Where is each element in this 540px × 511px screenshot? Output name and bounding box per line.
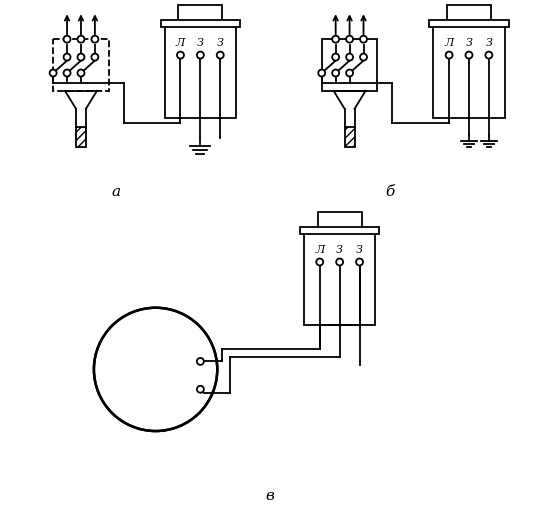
Circle shape bbox=[197, 386, 204, 393]
Circle shape bbox=[332, 36, 339, 42]
Circle shape bbox=[94, 308, 217, 431]
Bar bbox=[345, 127, 355, 147]
Text: в: в bbox=[266, 489, 274, 503]
Bar bbox=[53, 39, 109, 91]
Circle shape bbox=[356, 259, 363, 265]
Text: б: б bbox=[385, 185, 394, 199]
Bar bbox=[322, 39, 377, 91]
Text: З: З bbox=[465, 38, 472, 48]
Circle shape bbox=[346, 69, 353, 77]
Bar bbox=[304, 230, 375, 324]
Circle shape bbox=[197, 52, 204, 59]
Text: Л: Л bbox=[176, 38, 185, 48]
Text: Л: Л bbox=[444, 38, 454, 48]
Circle shape bbox=[91, 36, 98, 42]
Bar bbox=[300, 227, 380, 234]
Circle shape bbox=[360, 36, 367, 42]
Text: Л: Л bbox=[315, 245, 325, 255]
Text: З: З bbox=[197, 38, 204, 48]
Bar bbox=[318, 212, 361, 230]
Text: а: а bbox=[111, 185, 120, 199]
Circle shape bbox=[78, 54, 84, 61]
Circle shape bbox=[78, 69, 84, 77]
Bar bbox=[179, 6, 222, 24]
Circle shape bbox=[332, 69, 339, 77]
Circle shape bbox=[177, 52, 184, 59]
Circle shape bbox=[50, 69, 57, 77]
Circle shape bbox=[197, 358, 204, 365]
Circle shape bbox=[346, 54, 353, 61]
Circle shape bbox=[360, 54, 367, 61]
Circle shape bbox=[446, 52, 453, 59]
Bar bbox=[447, 6, 491, 24]
Circle shape bbox=[318, 69, 325, 77]
Circle shape bbox=[332, 54, 339, 61]
Bar bbox=[76, 127, 86, 147]
Circle shape bbox=[78, 36, 84, 42]
Bar bbox=[429, 20, 509, 27]
Circle shape bbox=[64, 69, 71, 77]
Circle shape bbox=[217, 52, 224, 59]
Circle shape bbox=[336, 259, 343, 265]
Bar bbox=[160, 20, 240, 27]
Text: З: З bbox=[485, 38, 492, 48]
Circle shape bbox=[465, 52, 472, 59]
Circle shape bbox=[346, 36, 353, 42]
Circle shape bbox=[316, 259, 323, 265]
Circle shape bbox=[64, 36, 71, 42]
Text: З: З bbox=[356, 245, 363, 255]
Circle shape bbox=[485, 52, 492, 59]
Bar bbox=[165, 24, 236, 118]
Circle shape bbox=[91, 54, 98, 61]
Bar bbox=[433, 24, 505, 118]
Circle shape bbox=[64, 54, 71, 61]
Text: З: З bbox=[336, 245, 343, 255]
Text: З: З bbox=[217, 38, 224, 48]
